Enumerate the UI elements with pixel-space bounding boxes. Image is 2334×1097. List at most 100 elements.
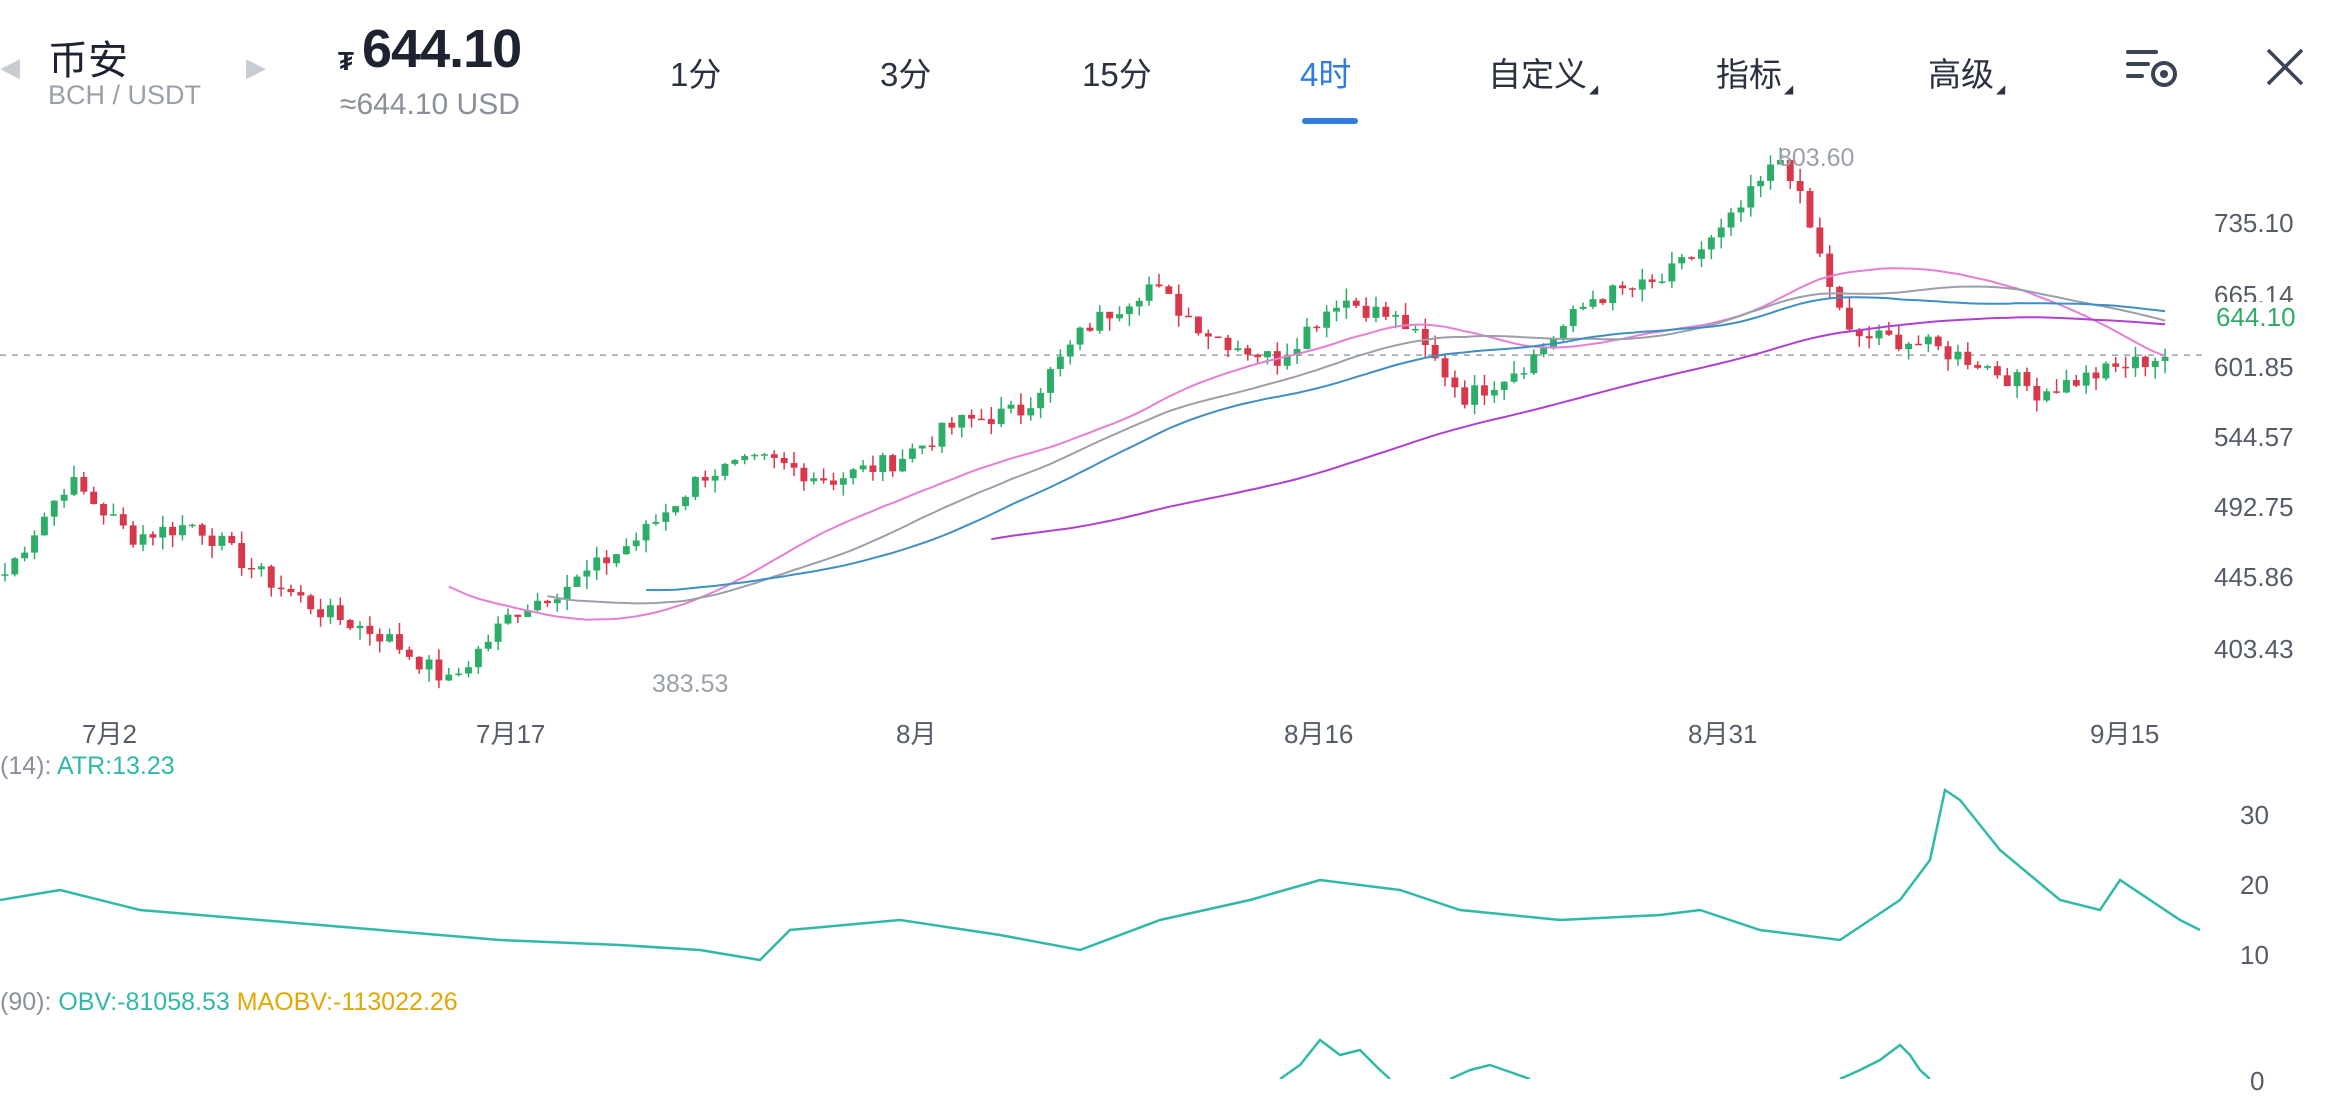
active-tab-indicator [1302,118,1358,124]
candle [977,409,985,421]
candle [642,520,650,553]
candle [1628,287,1636,298]
candle [1490,381,1498,404]
candle [90,486,98,505]
candle [603,550,611,575]
obv-line [1449,1063,1531,1079]
candle [1362,297,1370,322]
candle [652,514,660,526]
candle [139,525,147,551]
candle [1648,274,1656,289]
candlestick-chart[interactable] [0,140,2334,740]
candle [159,515,167,550]
obv-value: OBV:-81058.53 [58,988,230,1016]
atr-chart[interactable] [0,770,2334,980]
candle [1372,296,1380,323]
candle [60,488,68,508]
candle [1185,307,1193,318]
candle [1194,316,1202,336]
candle [1313,325,1321,332]
candle [899,449,906,473]
candle [1234,340,1242,352]
candle [21,546,29,562]
candle [2043,388,2051,403]
moving-average-line [991,316,2166,541]
candle [543,599,551,608]
candle [1264,350,1271,365]
candle [1007,400,1015,414]
chart-settings-icon[interactable] [2124,44,2180,92]
candle [859,460,867,473]
tab-custom[interactable]: 自定义 ◢ [1488,56,1599,96]
candle [1826,245,1834,299]
candle [1609,284,1617,311]
candle [2023,367,2031,392]
candle [691,476,699,501]
candle [1589,290,1597,310]
candle [830,472,837,491]
tab-advanced[interactable]: 高级 ◢ [1928,56,2006,96]
trading-pair: BCH / USDT [48,80,202,110]
obv-chart[interactable] [0,1010,2334,1079]
atr-y-tick: 20 [2240,870,2269,900]
candle [1303,317,1311,350]
candle [474,645,482,674]
candle [948,417,956,435]
candle [1806,187,1814,229]
candle [435,649,443,689]
dropdown-triangle-icon: ◢ [1996,82,2006,96]
high-label: 803.60 [1778,144,1855,172]
candle [958,414,966,438]
candle [2141,355,2149,377]
candle [1619,281,1627,295]
candle [1579,302,1587,311]
candle [1135,297,1143,316]
candle [1461,380,1469,409]
candle [494,616,502,651]
candle [1767,155,1774,190]
tab-3min[interactable]: 3分 [880,56,932,93]
candle [1776,147,1784,165]
candle [583,559,591,590]
candle [277,575,285,597]
candle [1944,340,1952,371]
tab-15min[interactable]: 15分 [1082,56,1152,93]
candle [396,622,403,655]
candle [356,621,364,640]
candle [790,451,798,477]
candle [2082,365,2090,394]
candle [1638,268,1646,302]
candle [1027,397,1035,421]
moving-average-line [547,285,2166,605]
candle [1530,349,1538,376]
candle [741,454,749,465]
chevron-left-icon[interactable]: ◀ [0,52,20,82]
candle [405,646,413,660]
candle [1342,288,1350,320]
obv-line [1279,1038,1391,1079]
candle [908,443,916,463]
candle [1451,370,1459,398]
close-icon[interactable] [2262,44,2308,90]
candle [1816,217,1824,258]
candle [2151,357,2159,379]
candle [928,436,936,451]
candle [287,584,295,597]
candle [869,455,877,481]
candle [1500,381,1508,400]
candle [1698,241,1705,268]
candle [366,616,374,646]
last-price: 644.10 [362,19,522,79]
candle [1954,344,1962,366]
x-tick: 9月15 [2090,719,2160,749]
tab-4h[interactable]: 4时 [1300,56,1352,93]
tab-indicators[interactable]: 指标 ◢ [1716,56,1794,96]
candle [11,557,19,577]
candle [504,608,512,625]
chevron-right-icon[interactable]: ▶ [246,52,266,82]
candle [326,598,334,624]
tab-1min[interactable]: 1分 [670,56,722,93]
candle [297,585,305,603]
candle [1293,337,1301,364]
moving-average-line [448,267,2166,621]
